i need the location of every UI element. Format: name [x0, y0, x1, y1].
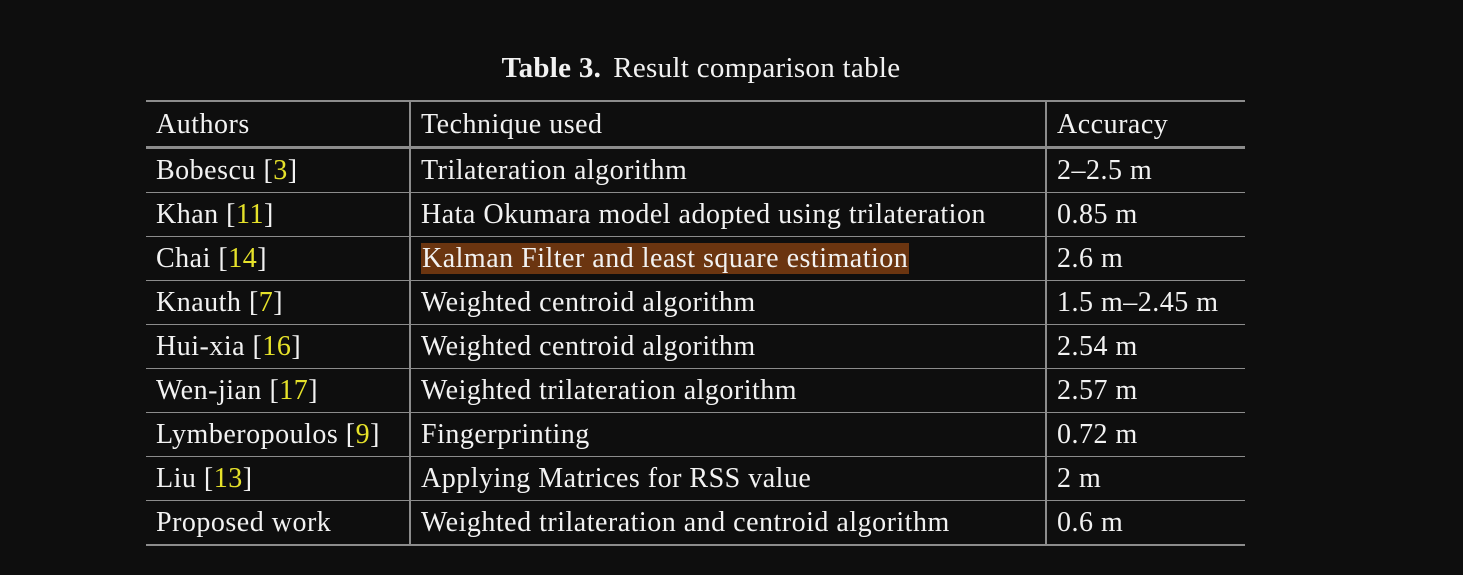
- author-cell: Lymberopoulos [9]: [146, 412, 410, 457]
- table-row: Knauth [7] Weighted centroid algorithm 1…: [146, 280, 1245, 325]
- technique-cell: Trilateration algorithm: [409, 147, 1046, 193]
- accuracy-cell: 2.54 m: [1045, 324, 1245, 369]
- reference-link[interactable]: 16: [262, 331, 292, 362]
- reference-link[interactable]: 13: [213, 463, 243, 494]
- technique-cell: Weighted centroid algorithm: [409, 324, 1046, 369]
- accuracy-cell: 0.72 m: [1045, 412, 1245, 457]
- author-name: Liu: [156, 463, 197, 494]
- table-row: Khan [11] Hata Okumara model adopted usi…: [146, 192, 1245, 237]
- accuracy-cell: 2 m: [1045, 456, 1245, 501]
- reference-link[interactable]: 14: [228, 243, 258, 274]
- table-title: Result comparison table: [613, 52, 901, 84]
- table-row: Lymberopoulos [9] Fingerprinting 0.72 m: [146, 412, 1245, 457]
- author-cell: Wen-jian [17]: [146, 368, 410, 413]
- table-number: Table 3.: [501, 52, 602, 84]
- author-cell: Liu [13]: [146, 456, 410, 501]
- technique-cell: Weighted trilateration and centroid algo…: [409, 500, 1046, 546]
- accuracy-cell: 2.6 m: [1045, 236, 1245, 281]
- table-row: Wen-jian [17] Weighted trilateration alg…: [146, 368, 1245, 413]
- author-name: Bobescu: [156, 155, 256, 186]
- table-header-row: Authors Technique used Accuracy: [146, 101, 1245, 149]
- table-row: Hui-xia [16] Weighted centroid algorithm…: [146, 324, 1245, 369]
- accuracy-cell: 2.57 m: [1045, 368, 1245, 413]
- header-authors: Authors: [146, 101, 410, 149]
- technique-cell: Kalman Filter and least square estimatio…: [409, 236, 1046, 281]
- header-accuracy: Accuracy: [1045, 101, 1245, 149]
- technique-cell: Hata Okumara model adopted using trilate…: [409, 192, 1046, 237]
- accuracy-cell: 1.5 m–2.45 m: [1045, 280, 1245, 325]
- header-technique: Technique used: [409, 101, 1046, 149]
- author-name: Wen-jian: [156, 375, 262, 406]
- author-cell: Knauth [7]: [146, 280, 410, 325]
- accuracy-cell: 0.6 m: [1045, 500, 1245, 546]
- reference-link[interactable]: 11: [235, 199, 264, 230]
- author-name: Hui-xia: [156, 331, 246, 362]
- author-cell: Chai [14]: [146, 236, 410, 281]
- reference-link[interactable]: 7: [258, 287, 274, 318]
- author-cell: Bobescu [3]: [146, 147, 410, 193]
- table-row: Liu [13] Applying Matrices for RSS value…: [146, 456, 1245, 501]
- author-cell: Hui-xia [16]: [146, 324, 410, 369]
- table-caption: Table 3. Result comparison table: [0, 48, 1402, 88]
- author-name: Chai: [156, 243, 211, 274]
- highlighted-text[interactable]: Kalman Filter and least square estimatio…: [421, 243, 910, 274]
- accuracy-cell: 0.85 m: [1045, 192, 1245, 237]
- author-cell: Proposed work: [146, 500, 410, 546]
- table-row: Chai [14] Kalman Filter and least square…: [146, 236, 1245, 281]
- technique-cell: Weighted centroid algorithm: [409, 280, 1046, 325]
- result-comparison-table: Authors Technique used Accuracy Bobescu …: [146, 100, 1245, 546]
- reference-link[interactable]: 3: [273, 155, 288, 186]
- technique-cell: Fingerprinting: [409, 412, 1046, 457]
- table-row: Proposed work Weighted trilateration and…: [146, 500, 1245, 546]
- author-cell: Khan [11]: [146, 192, 410, 237]
- author-name: Lymberopoulos: [156, 419, 339, 450]
- accuracy-cell: 2–2.5 m: [1045, 147, 1245, 193]
- author-name: Khan: [156, 199, 219, 230]
- reference-link[interactable]: 9: [355, 419, 371, 450]
- table-row: Bobescu [3] Trilateration algorithm 2–2.…: [146, 147, 1245, 193]
- reference-link[interactable]: 17: [279, 375, 309, 406]
- technique-cell: Applying Matrices for RSS value: [409, 456, 1046, 501]
- technique-cell: Weighted trilateration algorithm: [409, 368, 1046, 413]
- author-name: Proposed work: [156, 507, 332, 538]
- author-name: Knauth: [156, 287, 242, 318]
